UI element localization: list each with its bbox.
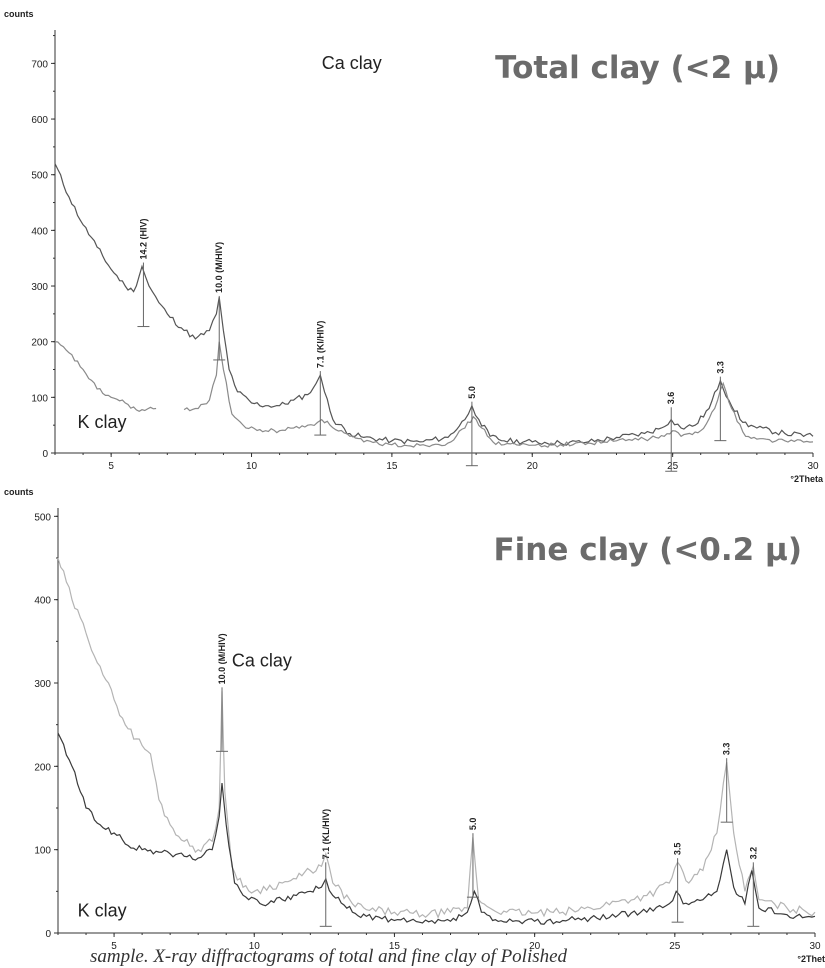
y-tick-label: 400 (31, 226, 48, 237)
x-tick-label: 15 (386, 461, 398, 472)
series-line (57, 557, 816, 919)
peak-label: 7.1 (Kl/HIV) (315, 321, 325, 369)
peak-label: 3.3 (715, 361, 725, 374)
y-tick-label: 100 (34, 846, 51, 857)
series-label: Ca clay (232, 650, 292, 670)
series-label: K clay (78, 900, 127, 920)
peak-label: 10.0 (M/HIV) (217, 633, 227, 684)
x-tick-label: 10 (249, 941, 261, 952)
y-tick-label: 300 (34, 679, 51, 690)
y-tick-label: 0 (45, 929, 51, 940)
series-line (54, 341, 814, 448)
y-axis-unit: counts (4, 487, 34, 497)
y-axis-unit: counts (4, 9, 34, 19)
x-tick-label: 20 (527, 461, 539, 472)
x-tick-label: 5 (111, 941, 117, 952)
peak-label: 5.0 (468, 818, 478, 831)
panel-title: Total clay (<2 μ) (495, 50, 780, 86)
y-tick-label: 100 (31, 393, 48, 404)
x-tick-label: 25 (667, 461, 679, 472)
x-tick-label: 30 (809, 941, 821, 952)
y-tick-label: 700 (31, 59, 48, 70)
x-tick-label: 10 (246, 461, 258, 472)
series-line (57, 732, 816, 925)
x-tick-label: 15 (389, 941, 401, 952)
y-tick-label: 600 (31, 115, 48, 126)
peak-label: 3.6 (666, 392, 676, 405)
x-tick-label: 25 (669, 941, 681, 952)
figure-caption: sample. X-ray diffractograms of total an… (90, 946, 568, 967)
fine-clay-panel: counts °2Thet 0 100 200 300 400 500 5 10 15 20 25 30 1… (4, 487, 825, 964)
y-tick-label: 200 (31, 338, 48, 349)
y-tick-label: 300 (31, 282, 48, 293)
peak-label: 5.0 (467, 386, 477, 399)
peak-label: 10.0 (M/HIV) (214, 242, 224, 293)
x-tick-label: 20 (529, 941, 541, 952)
panel-title: Fine clay (<0.2 μ) (494, 532, 803, 568)
total-clay-panel: counts °2Theta 0 100 200 300 400 500 600 700 5 10 15… (4, 9, 824, 484)
series-label: Ca clay (322, 53, 382, 73)
peak-label: 3.5 (673, 843, 683, 856)
y-tick-label: 500 (31, 171, 48, 182)
x-axis-unit: °2Theta (790, 474, 824, 484)
y-tick-label: 200 (34, 762, 51, 773)
series-label: K clay (77, 412, 126, 432)
x-axis-unit: °2Thet (797, 954, 825, 964)
series-line (54, 163, 814, 446)
x-tick-label: 5 (108, 461, 114, 472)
peak-label: 14.2 (HIV) (138, 219, 148, 260)
y-tick-label: 500 (34, 512, 51, 523)
y-tick-label: 0 (42, 449, 48, 460)
peak-label: 3.2 (748, 847, 758, 860)
x-tick-label: 30 (807, 461, 819, 472)
peak-label: 3.3 (722, 743, 732, 756)
y-tick-label: 400 (34, 596, 51, 607)
peak-label: 7.1 (KL/HIV) (321, 809, 331, 860)
